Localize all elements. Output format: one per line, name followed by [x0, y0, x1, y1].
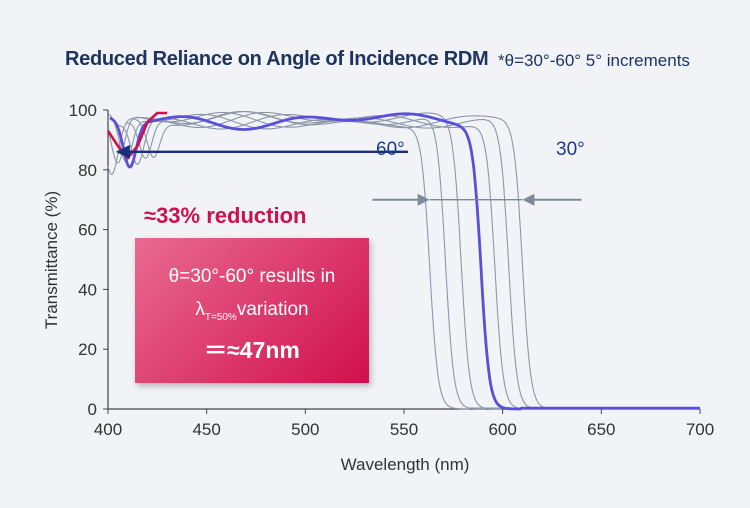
angle-60-label: 60°	[376, 139, 405, 160]
x-tick-label: 550	[390, 420, 418, 439]
x-tick-label: 700	[686, 420, 714, 439]
variation-text: variation	[236, 299, 309, 320]
chart-subtitle: *θ=30°-60° 5° increments	[498, 51, 690, 70]
y-axis-ticks: 0 20 40 60 80 100	[69, 101, 108, 419]
x-tick-label: 650	[587, 420, 615, 439]
angle-arrow-head	[115, 144, 130, 159]
transmittance-curves	[106, 110, 701, 411]
y-tick-label: 20	[78, 340, 97, 359]
callout-line-3: ＝≈47nm	[204, 337, 300, 363]
y-tick-label: 0	[88, 400, 97, 419]
annotation-arrows	[115, 144, 582, 206]
chart-title: Reduced Reliance on Angle of Incidence R…	[65, 48, 489, 70]
x-tick-label: 500	[291, 420, 319, 439]
x-tick-label: 600	[488, 420, 516, 439]
lambda-subscript: T=50%	[204, 312, 237, 323]
variation-callout-box: θ=30°-60° results in λT=50%variation ＝≈4…	[135, 238, 369, 383]
angle-30-label: 30°	[556, 139, 585, 160]
callout-line-2: λT=50%variation	[135, 299, 369, 323]
y-tick-label: 80	[78, 161, 97, 180]
lambda-symbol: λ	[195, 299, 205, 320]
y-tick-label: 40	[78, 280, 97, 299]
bracket-left-head	[417, 193, 430, 206]
y-tick-label: 60	[78, 221, 97, 240]
bracket-right-head	[522, 193, 535, 206]
x-axis-ticks: 400 450 500 550 600 650 700	[94, 409, 714, 439]
y-tick-label: 100	[69, 101, 97, 120]
x-tick-label: 450	[192, 420, 220, 439]
x-axis-label: Wavelength (nm)	[341, 455, 470, 474]
x-tick-label: 400	[94, 420, 122, 439]
red-passband-segment	[106, 111, 168, 160]
y-axis-label: Transmittance (%)	[42, 191, 61, 329]
callout-line-1: θ=30°-60° results in	[168, 266, 336, 287]
reduction-annotation: ≈33% reduction	[144, 203, 307, 228]
highlighted-transmittance-curve	[109, 112, 701, 411]
